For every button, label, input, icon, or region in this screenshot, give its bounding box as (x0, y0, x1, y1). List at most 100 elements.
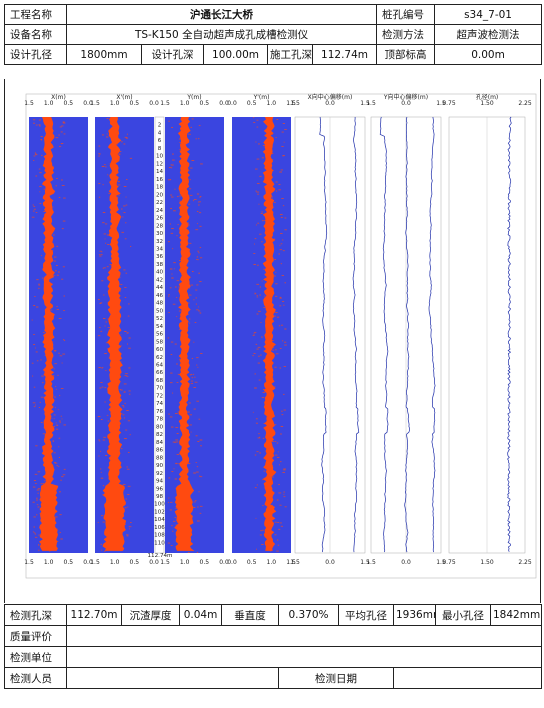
verticality-value: 0.370% (278, 604, 339, 626)
min-diameter-value: 1842mm (490, 604, 542, 626)
depth-tick-30: 30 (156, 231, 164, 237)
construction-depth-value: 112.74m (311, 44, 378, 65)
diameter-track-tick-bottom-1: 1.50 (480, 559, 494, 566)
min-diameter-label: 最小孔径 (435, 604, 491, 626)
wall-track-3-tick-top-2: 0.5 (200, 100, 210, 107)
offset-track-1-tick-bottom-2: 1.5 (360, 559, 370, 566)
wall-track-1-tick-top-1: 1.0 (44, 100, 54, 107)
depth-tick-88: 88 (156, 455, 164, 461)
offset-track-1-tick-top-2: 1.5 (360, 100, 370, 107)
wall-track-2-tick-top-2: 0.5 (130, 100, 140, 107)
wall-track-3-tick-bottom-0: 1.5 (160, 559, 170, 566)
design-diameter-label: 设计孔径 (4, 44, 67, 65)
wall-track-4-background (232, 117, 291, 553)
quality-label: 质量评价 (4, 625, 67, 647)
wall-track-2-tick-bottom-1: 1.0 (110, 559, 120, 566)
depth-tick-36: 36 (156, 254, 164, 260)
offset-track-2-curve-1 (379, 116, 389, 553)
unit-value (66, 646, 542, 668)
depth-tick-14: 14 (156, 169, 164, 175)
project-name-value: 沪通长江大桥 (65, 4, 378, 25)
depth-tick-100: 100 (154, 502, 165, 508)
offset-track-1-tick-bottom-1: 0.0 (325, 559, 335, 566)
wall-track-1-tick-top-3: 0.0 (83, 100, 93, 107)
wall-track-2-noise (97, 118, 133, 552)
wall-track-2-echo (102, 117, 127, 551)
depth-tick-6: 6 (158, 138, 162, 144)
depth-tick-74: 74 (156, 401, 164, 407)
depth-tick-82: 82 (156, 432, 163, 438)
offset-track-1-title: X向中心偏移(m) (308, 93, 353, 101)
ultrasonic-log-panel: X(m) 1.5 1.5 1.0 1.0 0.5 0.5 0.0 0.0 X'(m) 1.5 1.5 1… (4, 79, 541, 603)
wall-track-1-tick-top-2: 0.5 (64, 100, 74, 107)
depth-tick-28: 28 (156, 223, 164, 229)
wall-track-4-tick-bottom-1: 0.5 (247, 559, 257, 566)
depth-tick-54: 54 (156, 324, 164, 330)
wall-track-3-echo (174, 117, 195, 551)
device-name-label: 设备名称 (4, 24, 67, 45)
ultrasonic-log-chart: X(m)1.51.51.01.00.50.50.00.0X'(m)1.51.51… (24, 93, 537, 579)
diameter-track-tick-bottom-0: 0.75 (442, 559, 456, 566)
wall-track-1-tick-bottom-1: 1.0 (44, 559, 54, 566)
offset-track-2-curve-2 (404, 116, 410, 553)
depth-tick-12: 12 (156, 161, 163, 167)
depth-tick-8: 8 (158, 146, 162, 152)
depth-tick-80: 80 (156, 424, 164, 430)
design-depth-value: 100.00m (203, 44, 268, 65)
depth-tick-34: 34 (156, 246, 164, 252)
depth-tick-106: 106 (154, 525, 165, 531)
offset-track-1-tick-top-1: 0.0 (325, 100, 335, 107)
construction-depth-label: 施工孔深 (267, 44, 313, 65)
log-frame (25, 93, 537, 579)
wall-track-4-tick-bottom-2: 1.0 (267, 559, 277, 566)
method-label: 检测方法 (376, 24, 436, 45)
offset-track-1-tick-bottom-0: 1.5 (290, 559, 300, 566)
top-elevation-value: 0.00m (434, 44, 543, 65)
diameter-track-tick-top-2: 2.25 (518, 100, 532, 107)
result-table: 检测孔深112.70m沉渣厚度0.04m垂直度0.370%平均孔径1936mm最… (4, 604, 542, 689)
depth-tick-98: 98 (156, 494, 164, 500)
wall-track-1-title: X(m) (51, 94, 66, 101)
offset-track-1-tick-top-0: 1.5 (290, 100, 300, 107)
offset-track-2-curve-3 (428, 116, 436, 553)
depth-tick-42: 42 (156, 277, 163, 283)
diameter-track-title: 孔径(m) (476, 93, 499, 101)
offset-track-2-tick-bottom-0: 1.5 (366, 559, 376, 566)
wall-track-4-echo (262, 117, 277, 551)
wall-track-1-tick-bottom-3: 0.0 (83, 559, 93, 566)
offset-track-2-tick-top-2: 1.5 (436, 100, 446, 107)
wall-track-4-noise (252, 117, 287, 552)
depth-tick-76: 76 (156, 409, 164, 415)
wall-track-2-tick-bottom-3: 0.0 (149, 559, 159, 566)
wall-track-3-tick-top-1: 1.0 (180, 100, 190, 107)
wall-track-1-tick-bottom-2: 0.5 (64, 559, 74, 566)
depth-tick-50: 50 (156, 308, 164, 314)
depth-tick-52: 52 (156, 316, 163, 322)
sediment-value: 0.04m (179, 604, 222, 626)
wall-track-3-tick-bottom-1: 1.0 (180, 559, 190, 566)
wall-track-4-tick-top-0: 0.0 (227, 100, 237, 107)
depth-tick-32: 32 (156, 239, 163, 245)
offset-track-2-tick-top-0: 1.5 (366, 100, 376, 107)
wall-track-3-tick-bottom-3: 0.0 (219, 559, 229, 566)
depth-tick-96: 96 (156, 486, 164, 492)
design-depth-label: 设计孔深 (141, 44, 204, 65)
wall-track-1-echo (39, 117, 59, 551)
depth-tick-46: 46 (156, 293, 164, 299)
method-value: 超声波检测法 (434, 24, 543, 45)
depth-tick-40: 40 (156, 270, 164, 276)
diameter-track-tick-top-1: 1.50 (480, 100, 494, 107)
diameter-track-tick-top-0: 0.75 (442, 100, 456, 107)
wall-track-3-tick-top-3: 0.0 (219, 100, 229, 107)
detect-depth-label: 检测孔深 (4, 604, 67, 626)
depth-tick-108: 108 (154, 533, 165, 539)
depth-axis (154, 116, 165, 554)
depth-tick-104: 104 (154, 517, 165, 523)
person-label: 检测人员 (4, 667, 67, 689)
date-label: 检测日期 (278, 667, 394, 689)
wall-track-3-tick-bottom-2: 0.5 (200, 559, 210, 566)
wall-track-2-background (95, 117, 154, 553)
quality-value (66, 625, 542, 647)
depth-tick-94: 94 (156, 479, 164, 485)
depth-tick-92: 92 (156, 471, 163, 477)
